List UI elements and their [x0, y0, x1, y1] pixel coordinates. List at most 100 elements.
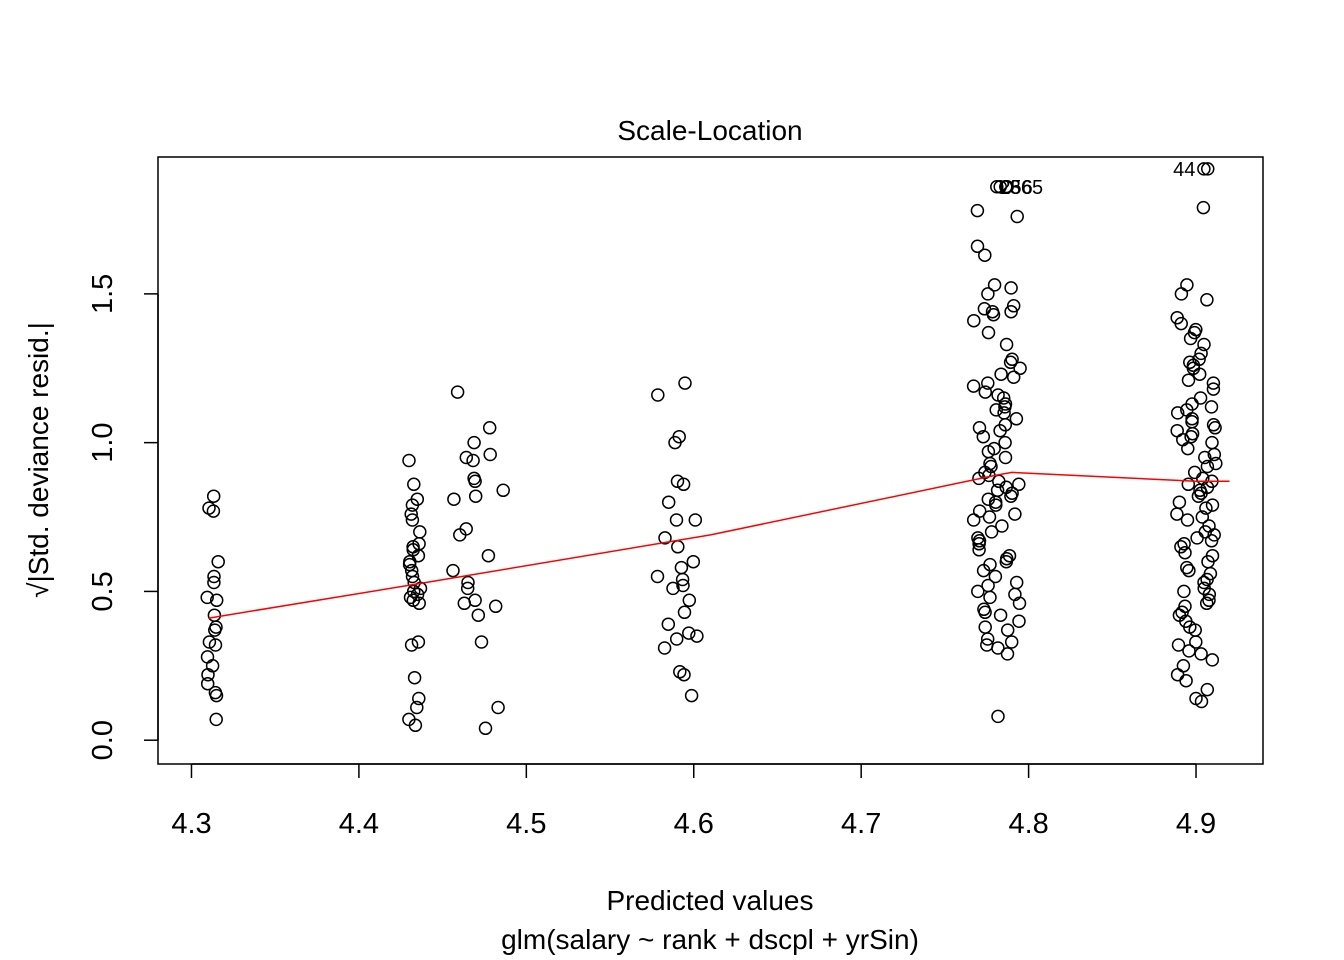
data-point: [1009, 575, 1024, 590]
data-point: [981, 492, 996, 506]
chart-title: Scale-Location: [617, 115, 802, 146]
data-point: [967, 313, 981, 328]
data-point: [1192, 367, 1207, 381]
data-point: [404, 638, 419, 652]
data-point: [1013, 361, 1027, 376]
data-point: [478, 721, 493, 736]
data-point: [1194, 647, 1208, 661]
data-point: [1171, 638, 1186, 652]
plot-frame: [157, 156, 1264, 765]
data-point: [201, 667, 215, 682]
data-point: [1202, 587, 1217, 602]
data-point: [981, 376, 995, 390]
data-point: [404, 507, 418, 521]
data-point: [1185, 412, 1199, 426]
data-point: [980, 632, 995, 646]
data-point: [413, 525, 427, 539]
data-point: [978, 385, 993, 399]
data-point: [482, 421, 497, 435]
x-tick-label: 4.7: [841, 808, 881, 840]
data-point: [1012, 477, 1026, 492]
data-point: [411, 635, 426, 649]
data-point: [1012, 614, 1026, 628]
data-point: [1191, 489, 1206, 503]
data-point: [994, 367, 1008, 381]
data-point: [447, 492, 461, 506]
data-point: [971, 584, 985, 599]
x-axis-sublabel: glm(salary ~ rank + dscpl + yrSin): [501, 924, 919, 955]
data-point: [661, 617, 676, 631]
outlier-label: 365: [1010, 177, 1043, 199]
data-point: [669, 513, 684, 527]
data-point: [1199, 596, 1214, 611]
data-point: [202, 635, 217, 649]
data-point: [978, 248, 992, 262]
y-tick-label: 0.0: [87, 720, 119, 760]
data-point: [200, 676, 215, 691]
data-point: [1197, 162, 1211, 176]
data-point: [1187, 465, 1202, 480]
data-point: [1200, 682, 1215, 697]
data-point: [1209, 456, 1223, 471]
data-point: [207, 575, 221, 590]
data-point: [1194, 694, 1209, 709]
data-point: [1178, 545, 1192, 560]
data-point: [1207, 528, 1221, 542]
data-point: [1194, 486, 1208, 500]
smooth-line: [208, 471, 1230, 619]
data-point: [200, 590, 214, 605]
data-point: [677, 605, 692, 620]
data-point: [972, 471, 986, 486]
data-point: [988, 569, 1003, 584]
data-point: [412, 596, 426, 611]
y-tick-label: 1.5: [87, 274, 119, 314]
data-point: [989, 403, 1003, 417]
data-point: [650, 569, 665, 584]
data-point: [413, 581, 428, 596]
data-point: [966, 513, 981, 527]
data-point: [993, 180, 1007, 194]
data-point: [453, 528, 467, 542]
data-point: [976, 429, 991, 444]
data-point: [999, 554, 1014, 569]
data-point: [1180, 278, 1194, 292]
data-point: [1175, 605, 1189, 620]
data-point: [668, 435, 682, 450]
data-point: [471, 608, 486, 622]
data-point: [970, 239, 985, 254]
data-point: [206, 504, 221, 518]
outlier-point: [990, 180, 1004, 194]
data-point: [1207, 447, 1222, 462]
data-point: [1006, 370, 1021, 384]
data-point: [1179, 673, 1193, 688]
y-axis-label: √|Std. deviance resid.|: [23, 322, 54, 598]
data-point: [690, 629, 704, 643]
data-point: [206, 489, 221, 503]
data-point: [688, 513, 703, 527]
data-point: [407, 477, 421, 492]
data-point: [651, 388, 665, 402]
outlier-label: 256: [999, 177, 1032, 199]
data-point: [200, 650, 215, 664]
data-point: [673, 665, 687, 679]
data-point: [1181, 477, 1196, 492]
data-point: [684, 688, 699, 703]
data-point: [1206, 382, 1221, 396]
data-point: [991, 709, 1005, 724]
data-point: [211, 554, 225, 569]
data-point: [207, 608, 222, 622]
data-point: [1004, 281, 1018, 295]
data-point: [1172, 495, 1187, 509]
data-point: [1009, 412, 1024, 426]
data-point: [1170, 667, 1185, 682]
data-point: [1200, 293, 1214, 307]
y-tick-label: 1.0: [87, 422, 119, 462]
data-point: [496, 483, 510, 498]
data-point: [1193, 391, 1208, 405]
outlier-point: [1201, 162, 1215, 176]
data-point: [1184, 429, 1198, 444]
data-point: [1174, 287, 1189, 301]
data-point: [1004, 304, 1018, 319]
